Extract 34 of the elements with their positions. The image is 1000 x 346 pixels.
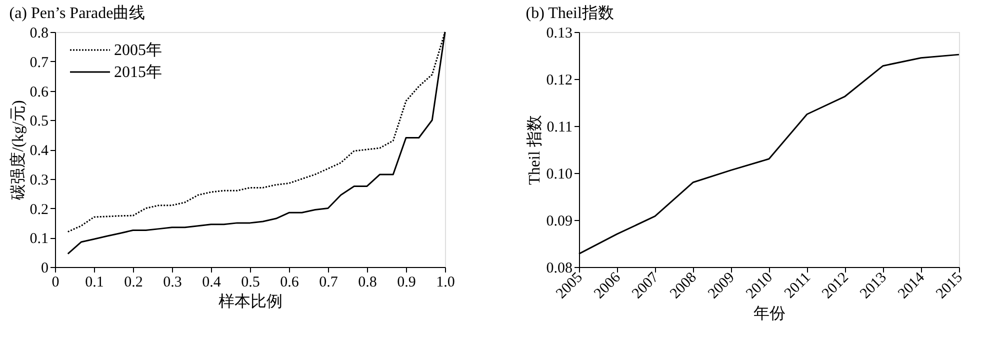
x-axis-title: 样本比例 [218, 292, 282, 310]
y-tick-label: 0.11 [546, 120, 572, 136]
x-tick-label: 1.0 [436, 274, 455, 290]
x-tick-label: 0.2 [124, 274, 143, 290]
y-tick-label: 0.1 [30, 231, 48, 248]
x-tick-label: 0.3 [163, 274, 182, 290]
y-axis-title: Theil 指数 [525, 115, 544, 185]
y-tick-label: 0.6 [30, 84, 49, 100]
x-tick-label: 0.9 [397, 274, 416, 290]
y-axis-title: 碳强度/(kg/元) [8, 100, 27, 201]
y-tick-label: 0.3 [30, 172, 48, 188]
x-tick-label: 0.8 [358, 274, 377, 290]
x-tick-label: 0.1 [85, 274, 104, 290]
y-tick-label: 0.7 [30, 54, 49, 71]
y-tick-label: 0.4 [30, 143, 49, 159]
y-tick-label: 0.2 [30, 202, 48, 218]
y-tick-label: 0.09 [546, 214, 572, 230]
y-tick-label: 0.10 [546, 166, 572, 182]
chart-title: (b) Theil指数 [526, 4, 614, 22]
chart-title: (a) Pen’s Parade曲线 [9, 4, 146, 22]
y-tick-label: 0.13 [546, 26, 572, 42]
x-tick-label: 0 [52, 274, 60, 290]
x-axis-title: 年份 [754, 305, 786, 322]
x-tick-label: 0.5 [241, 274, 260, 290]
y-tick-label: 0.8 [30, 26, 48, 42]
legend-label: 2015年 [114, 64, 162, 81]
x-tick-label: 0.4 [202, 274, 222, 290]
legend-label: 2005年 [114, 42, 162, 59]
x-tick-label: 0.7 [319, 274, 338, 290]
y-tick-label: 0.08 [546, 260, 572, 276]
x-tick-label: 2011 [782, 270, 814, 302]
x-tick-label: 0.6 [280, 274, 300, 290]
y-tick-label: 0.5 [30, 114, 48, 130]
y-tick-label: 0.12 [546, 72, 572, 88]
